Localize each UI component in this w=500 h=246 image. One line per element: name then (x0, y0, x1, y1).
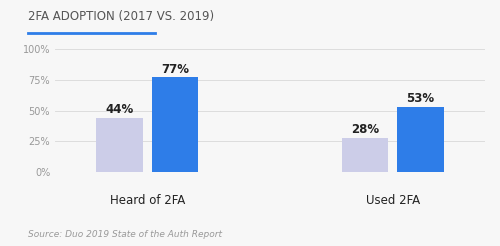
Text: 28%: 28% (351, 123, 380, 136)
Text: 44%: 44% (106, 103, 134, 116)
Text: 2FA ADOPTION (2017 VS. 2019): 2FA ADOPTION (2017 VS. 2019) (28, 10, 214, 23)
Bar (96, 118, 142, 172)
Bar (342, 138, 388, 172)
Text: Source: Duo 2019 State of the Auth Report: Source: Duo 2019 State of the Auth Repor… (28, 230, 222, 239)
Bar (398, 107, 444, 172)
Bar (152, 77, 198, 172)
Text: 77%: 77% (161, 63, 189, 76)
Text: Used 2FA: Used 2FA (366, 194, 420, 207)
Text: Heard of 2FA: Heard of 2FA (110, 194, 185, 207)
Text: 53%: 53% (406, 92, 434, 105)
